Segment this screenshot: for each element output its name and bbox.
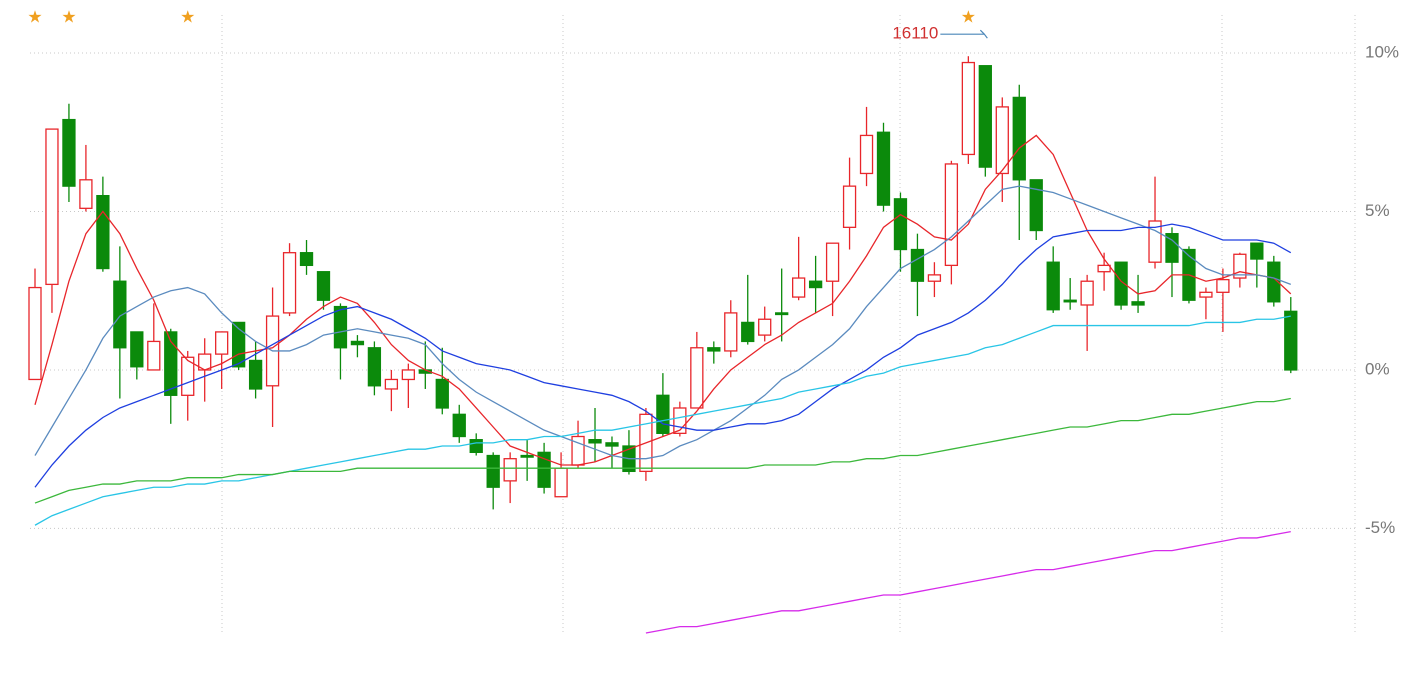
candle-body [656,394,670,434]
candle-body [1250,242,1264,260]
candle-body [282,252,297,314]
candle-body [62,118,76,187]
candle-body [1148,220,1162,263]
candle-body [910,248,925,282]
candle-body [333,305,348,349]
candle-body [503,458,517,482]
candle-body [299,252,314,267]
candle-body [1012,96,1026,181]
y-tick-label: 0% [1365,359,1390,378]
y-tick-label: 10% [1365,43,1399,62]
ma-line [34,185,1292,460]
candle-body [690,347,704,409]
candle-body [1063,299,1077,303]
y-tick-label: -5% [1365,518,1395,537]
candle-body [537,451,551,488]
candle-body [401,369,415,381]
candle-body [876,131,891,206]
candle-body [1080,280,1094,306]
candle-body [944,163,959,267]
ma-line [34,397,1291,504]
star-marker: ★ [27,7,42,26]
candle-body [469,439,483,454]
candle-body [181,356,195,396]
candle-body [79,179,93,209]
candle-body [1199,291,1213,298]
candle-body [605,442,619,447]
candle-body [1114,261,1128,306]
candle-body [859,134,874,175]
star-marker: ★ [961,7,976,26]
candle-body [113,280,127,349]
candle-body [96,194,110,270]
candle-body [808,280,823,289]
y-tick-label: 5% [1365,201,1390,220]
candle-body [554,467,568,498]
candle-body [45,128,59,286]
ma-line [34,315,1291,526]
candle-body [1284,310,1298,371]
candle-body [927,274,942,282]
ma-line [34,134,1292,466]
ma-line [645,530,1291,634]
candle-body [1267,261,1281,303]
candle-body [452,413,466,438]
candle-body [775,312,789,316]
candle-body [130,331,144,368]
candle-body [1216,278,1230,293]
star-marker: ★ [180,7,195,26]
ma-line [34,223,1292,488]
star-marker: ★ [61,7,76,26]
candle-body [842,185,857,228]
candle-body [367,347,382,387]
candle-body [995,106,1009,175]
candle-body [825,242,840,282]
candle-body [1097,264,1111,273]
candle-body [978,65,992,168]
candle-body [724,312,738,352]
candle-body [961,61,975,156]
candle-body [1046,261,1060,311]
candle-body [1029,179,1043,232]
candle-body [741,321,755,343]
annotation-arrow [940,29,988,39]
candle-body [164,331,178,396]
candle-body [893,198,908,251]
candle-body [350,340,365,346]
candle-body [147,340,161,371]
annotation: 16110 [892,24,938,43]
candle-body [1131,301,1145,306]
candle-body [792,277,806,298]
candle-body [486,454,500,488]
candle-body [520,454,534,458]
candle-body [758,318,772,336]
candle-body [248,359,263,390]
candle-body [707,347,721,352]
candle-body [215,331,229,355]
candle-body [1165,233,1179,263]
candle-body [435,378,449,409]
candle-body [316,271,331,301]
candle-body [384,378,399,390]
candle-body [588,439,602,444]
candle-body [28,286,42,381]
